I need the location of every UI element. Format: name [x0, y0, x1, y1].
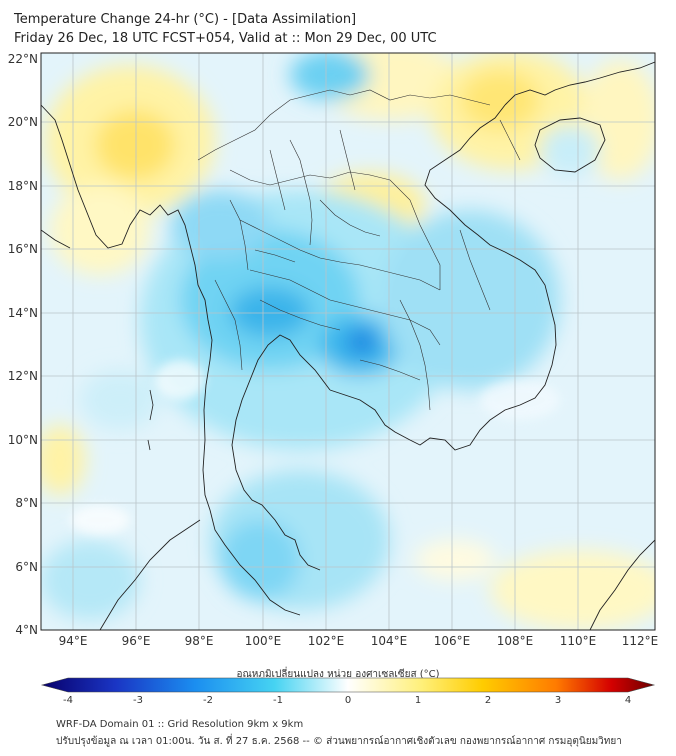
temperature-field — [41, 53, 655, 630]
lon-label: 98°E — [185, 634, 214, 648]
lat-label: 16°N — [8, 242, 38, 256]
colorbar-tick-label: 3 — [555, 695, 561, 706]
lon-label: 96°E — [122, 634, 151, 648]
colorbar-ticks: -4 -3 -2 -1 0 1 2 3 4 — [63, 695, 631, 706]
colorbar-tick-label: 1 — [415, 695, 421, 706]
lat-label: 4°N — [15, 623, 38, 637]
lat-label: 18°N — [8, 179, 38, 193]
lat-label: 12°N — [8, 369, 38, 383]
lat-label: 20°N — [8, 115, 38, 129]
latitude-labels: 22°N 20°N 18°N 16°N 14°N 12°N 10°N 8°N 6… — [8, 52, 38, 637]
footer-grid-info: WRF-DA Domain 01 :: Grid Resolution 9km … — [56, 719, 304, 730]
admin-borders — [197, 89, 521, 411]
map-title: Temperature Change 24-hr (°C) - [Data As… — [14, 12, 357, 27]
graticule — [41, 53, 655, 630]
lat-label: 22°N — [8, 52, 38, 66]
lat-label: 14°N — [8, 306, 38, 320]
lon-label: 112°E — [622, 634, 659, 648]
colorbar-tick-label: -3 — [133, 695, 143, 706]
lon-label: 110°E — [560, 634, 597, 648]
footer-credit: ปรับปรุงข้อมูล ณ เวลา 01:00น. วัน ส. ที่… — [56, 736, 622, 747]
colorbar: -4 -3 -2 -1 0 1 2 3 4 — [40, 677, 656, 706]
colorbar-title: อุณหภูมิเปลี่ยนแปลง หน่วย องศาเซลเซียส (… — [236, 669, 440, 680]
lat-label: 8°N — [15, 496, 38, 510]
lon-label: 104°E — [371, 634, 408, 648]
map-subtitle: Friday 26 Dec, 18 UTC FCST+054, Valid at… — [14, 31, 437, 46]
coastlines — [41, 61, 655, 630]
colorbar-tick-label: 2 — [485, 695, 491, 706]
longitude-labels: 94°E 96°E 98°E 100°E 102°E 104°E 106°E 1… — [59, 634, 659, 648]
lon-label: 108°E — [497, 634, 534, 648]
map-border — [40, 52, 656, 631]
colorbar-tick-label: 4 — [625, 695, 631, 706]
colorbar-tick-label: -1 — [273, 695, 283, 706]
colorbar-tick-label: -4 — [63, 695, 73, 706]
lat-label: 6°N — [15, 560, 38, 574]
temperature-map: 94°E 96°E 98°E 100°E 102°E 104°E 106°E 1… — [8, 52, 659, 648]
lon-label: 106°E — [434, 634, 471, 648]
colorbar-tick-label: 0 — [345, 695, 351, 706]
colorbar-bar — [40, 677, 656, 693]
lon-label: 100°E — [245, 634, 282, 648]
lat-label: 10°N — [8, 433, 38, 447]
lon-label: 102°E — [308, 634, 345, 648]
colorbar-tick-label: -2 — [203, 695, 213, 706]
lon-label: 94°E — [59, 634, 88, 648]
